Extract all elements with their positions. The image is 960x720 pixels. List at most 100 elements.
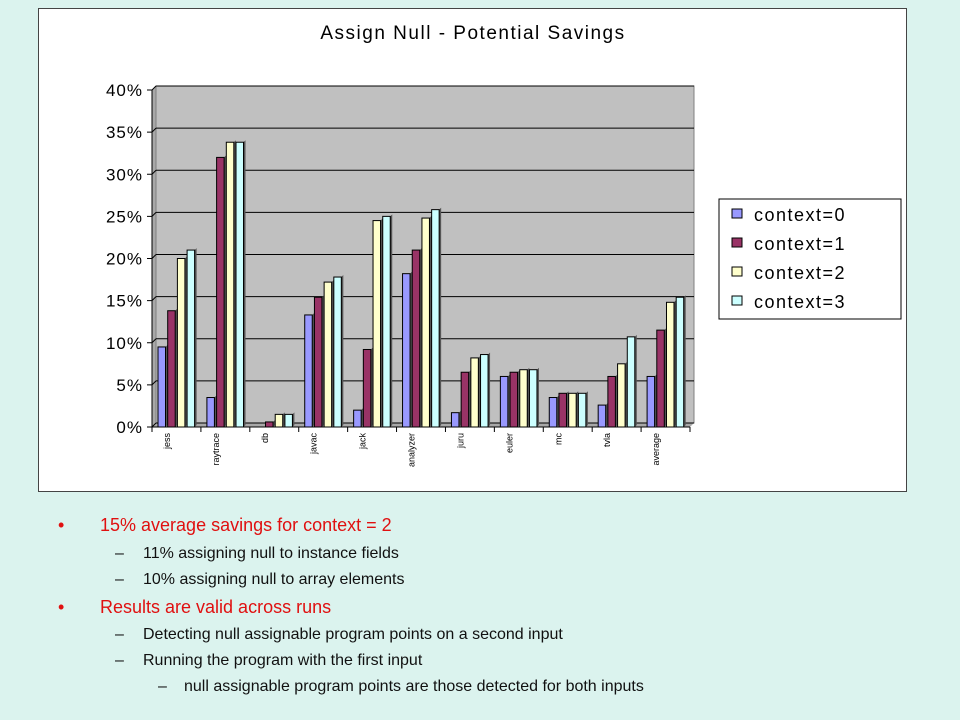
dash-marker: –: [115, 545, 124, 562]
sub-bullet-2-1: – Detecting null assignable program point…: [115, 626, 563, 644]
y-tick-label: 35%: [106, 123, 143, 142]
dash-marker: –: [115, 652, 124, 669]
bar-chart: Assign Null - Potential Savings 0% 5% 10% 15…: [106, 23, 902, 467]
bar: [225, 141, 235, 428]
y-tick-label: 10%: [106, 334, 143, 353]
bar: [656, 329, 665, 428]
bar: [617, 363, 626, 428]
x-tick-label: db: [260, 433, 270, 443]
bar: [216, 156, 225, 428]
bar: [304, 314, 313, 428]
x-tick-label: javac: [309, 433, 319, 456]
bar: [176, 258, 186, 428]
chart-frame: Assign Null - Potential Savings 0% 5% 10% 15…: [38, 8, 907, 492]
bar: [480, 354, 489, 428]
bar: [353, 409, 362, 428]
y-tick-label: 20%: [106, 250, 143, 269]
sub-bullet-2-2: – Running the program with the first inpu…: [115, 652, 422, 670]
legend-label: context=3: [754, 292, 846, 312]
bar-side: [282, 412, 285, 427]
sub-sub-bullet-2-2-1-text: null assignable program points are those…: [184, 678, 644, 695]
bar: [206, 397, 215, 428]
legend-swatch: [731, 295, 743, 306]
y-tick-label: 25%: [106, 207, 143, 226]
bar: [568, 392, 577, 428]
x-tick-label: tvla: [602, 433, 612, 447]
legend-swatch: [731, 208, 743, 219]
y-tick-label: 40%: [106, 81, 143, 100]
x-tick-label: analyzer: [407, 433, 417, 467]
bullet-1: • 15% average savings for context = 2: [58, 515, 392, 536]
bar: [450, 412, 460, 428]
bar: [274, 413, 284, 428]
bar: [499, 375, 509, 428]
x-tick-label: mc: [553, 433, 563, 445]
bar: [362, 348, 372, 428]
bar: [607, 375, 616, 428]
bar: [333, 276, 342, 428]
sub-bullet-2-2-text: Running the program with the first input: [143, 652, 423, 669]
gridline-depth: [151, 85, 157, 91]
sub-bullet-1-2: – 10% assigning null to array elements: [115, 571, 404, 589]
sub-sub-bullet-2-2-1: – null assignable program points are thos…: [158, 678, 644, 696]
bullet-marker: •: [58, 515, 65, 535]
bar: [235, 141, 245, 428]
bar: [421, 217, 430, 428]
x-tick-label: euler: [504, 433, 514, 453]
gridline-depth: [151, 254, 157, 259]
sub-bullet-2-1-text: Detecting null assignable program points…: [143, 626, 563, 643]
bar: [597, 404, 607, 428]
sub-bullet-1-1-text: 11% assigning null to instance fields: [143, 545, 399, 562]
bar: [665, 301, 675, 428]
y-tick-label: 15%: [106, 292, 143, 311]
x-tick-label: jess: [162, 433, 172, 451]
bar: [626, 336, 636, 428]
legend-swatch: [731, 237, 743, 248]
bullet-marker: •: [58, 597, 65, 617]
bar: [323, 281, 333, 428]
x-tick-label: average: [651, 433, 661, 466]
x-tick-label: jack: [358, 433, 368, 451]
legend-label: context=1: [754, 234, 846, 254]
bar: [470, 357, 479, 428]
legend-label: context=0: [754, 205, 846, 225]
bar: [157, 346, 166, 428]
y-tick-label: 0%: [116, 418, 143, 437]
bar: [675, 296, 685, 428]
bar: [431, 209, 440, 428]
bar: [186, 249, 196, 428]
bar-side: [527, 367, 530, 427]
x-tick-label: raytrace: [211, 433, 221, 466]
dash-marker: –: [115, 626, 124, 643]
bar: [528, 369, 538, 428]
bar: [519, 369, 528, 428]
bullet-2: • Results are valid across runs: [58, 597, 331, 618]
gridline-depth: [151, 212, 157, 217]
bar: [313, 296, 323, 428]
sub-bullet-1-2-text: 10% assigning null to array elements: [143, 571, 405, 588]
dash-marker: –: [115, 571, 124, 588]
gridline-depth: [151, 127, 157, 133]
chart-title: Assign Null - Potential Savings: [320, 23, 625, 44]
bar: [646, 375, 656, 428]
legend-swatch: [731, 266, 743, 277]
legend-box: [718, 198, 902, 320]
bar: [548, 397, 558, 428]
bar: [577, 392, 587, 428]
y-tick-label: 5%: [116, 376, 143, 395]
bar: [402, 273, 411, 428]
gridline-depth: [151, 338, 157, 344]
bar: [284, 413, 293, 428]
gridline-depth: [151, 169, 157, 175]
dash-marker: –: [158, 678, 167, 695]
bar: [265, 421, 274, 428]
gridline-depth: [151, 422, 157, 428]
legend-label: context=2: [754, 263, 846, 283]
bar: [167, 310, 176, 428]
gridline-depth: [151, 296, 157, 301]
bar: [509, 371, 519, 428]
bar: [558, 392, 567, 428]
bullet-2-text: Results are valid across runs: [100, 597, 332, 617]
sub-bullet-1-1: – 11% assigning null to instance fields: [115, 545, 399, 563]
bar: [411, 249, 421, 428]
